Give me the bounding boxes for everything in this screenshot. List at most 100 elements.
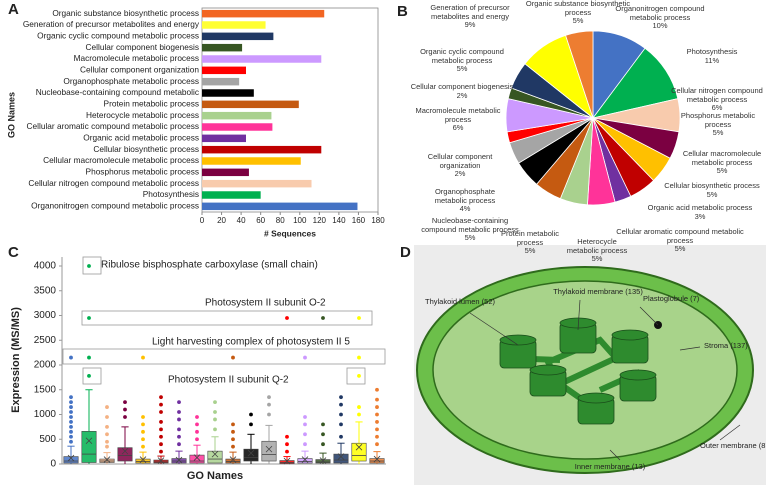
panel-label: A bbox=[8, 1, 19, 18]
bar bbox=[202, 66, 246, 75]
box bbox=[351, 442, 367, 462]
outlier bbox=[69, 355, 73, 360]
mean-marker bbox=[67, 454, 75, 462]
slice-name: Organic acid metabolic process bbox=[647, 203, 753, 212]
granum bbox=[529, 364, 567, 397]
mean-marker bbox=[355, 443, 363, 451]
highlight-frames bbox=[62, 256, 386, 385]
diagram-label: Thylakoid lumen (52) bbox=[425, 297, 496, 306]
slice-label: Nucleobase-containing compound metabolic… bbox=[415, 216, 525, 243]
x-tick-label: 160 bbox=[352, 216, 366, 225]
outlier bbox=[177, 434, 181, 439]
outlier bbox=[303, 422, 307, 427]
slice-value: 5% bbox=[572, 16, 584, 25]
y-axis-title: GO Names bbox=[6, 92, 16, 138]
annotation: Photosystem II subunit Q-2 bbox=[168, 375, 289, 386]
outlier bbox=[231, 422, 235, 427]
y-tick-label: Cellular component biogenesis bbox=[86, 42, 199, 52]
mean-marker bbox=[265, 445, 273, 453]
mean-marker bbox=[85, 437, 93, 445]
slice-value: 5% bbox=[464, 233, 476, 242]
outlier bbox=[321, 316, 325, 320]
slice-label: Cellular aromatic compound metabolic pro… bbox=[615, 227, 745, 254]
y-tick-label: Macromolecule metabolic process bbox=[74, 53, 199, 63]
annotation: Light harvesting complex of photosystem … bbox=[152, 337, 350, 348]
box bbox=[261, 440, 277, 462]
outlier bbox=[195, 429, 199, 434]
outlier bbox=[303, 415, 307, 419]
bar bbox=[202, 168, 249, 177]
outlier bbox=[375, 387, 379, 392]
plot-frame bbox=[201, 7, 379, 213]
outlier bbox=[105, 405, 109, 409]
y-axis-title: Expression (MS/MS) bbox=[10, 307, 22, 413]
mean-marker bbox=[121, 447, 129, 455]
box bbox=[207, 450, 223, 464]
slice-label: Organophosphate metabolic process 4% bbox=[420, 187, 510, 214]
slice-name: Cellular component biogenesis bbox=[410, 82, 514, 91]
leader-line bbox=[679, 346, 701, 351]
highlight-frame bbox=[62, 348, 386, 365]
outlier bbox=[105, 432, 109, 437]
y-tick-label: Heterocycle metabolic process bbox=[86, 110, 199, 120]
outlier bbox=[141, 444, 145, 449]
box bbox=[297, 458, 313, 464]
mean-marker bbox=[247, 449, 255, 457]
y-tick-label: Generation of precursor metabolites and … bbox=[23, 19, 200, 29]
outlier bbox=[213, 417, 217, 422]
bar bbox=[202, 191, 261, 199]
box bbox=[315, 459, 331, 464]
box bbox=[243, 448, 259, 462]
outlier bbox=[375, 427, 379, 432]
box bbox=[189, 454, 205, 464]
bar bbox=[202, 202, 358, 211]
leader-lines bbox=[469, 299, 741, 461]
y-tick-label: Cellular aromatic compound metabolic pro… bbox=[27, 121, 199, 131]
outlier bbox=[213, 400, 217, 405]
bar bbox=[202, 55, 322, 63]
outlier bbox=[357, 405, 361, 409]
outlier bbox=[159, 427, 163, 432]
outlier bbox=[177, 410, 181, 414]
slice-name: Phosphorus metabolic process bbox=[680, 111, 756, 129]
slice-name: Cellular component organization bbox=[427, 152, 493, 170]
thylakoids bbox=[499, 317, 657, 425]
outlier bbox=[69, 395, 73, 400]
bar bbox=[202, 100, 299, 109]
slice-name: Organic cyclic compound metabolic proces… bbox=[420, 47, 504, 65]
x-axis-title: GO Names bbox=[187, 470, 243, 482]
outlier bbox=[159, 442, 163, 447]
outlier bbox=[69, 415, 73, 419]
mean-marker bbox=[337, 453, 345, 460]
x-tick-label: 0 bbox=[200, 216, 205, 225]
outlier bbox=[69, 410, 73, 414]
slice-label: Organic substance biosynthetic process 5% bbox=[523, 0, 633, 26]
bar bbox=[202, 32, 274, 41]
slice-value: 2% bbox=[456, 90, 468, 100]
bar bbox=[202, 145, 322, 154]
outlier bbox=[303, 442, 307, 447]
diagram-label: Stroma (137) bbox=[704, 341, 748, 350]
slice-name: Organophosphate metabolic process bbox=[434, 187, 496, 205]
outlier bbox=[231, 355, 235, 360]
outlier bbox=[69, 405, 73, 409]
leader-line bbox=[639, 306, 659, 326]
outlier bbox=[249, 412, 253, 417]
x-tick-label: 80 bbox=[276, 216, 285, 225]
x-tick-label: 180 bbox=[371, 216, 385, 225]
bar bbox=[202, 77, 240, 86]
box bbox=[117, 447, 133, 462]
x-tick-label: 60 bbox=[256, 216, 265, 225]
slice-label: Organic acid metabolic process 3% bbox=[640, 203, 760, 221]
y-tick-label: Cellular biosynthetic process bbox=[93, 144, 199, 154]
leader-line bbox=[469, 312, 519, 346]
x-tick-label: 40 bbox=[237, 216, 246, 225]
outlier bbox=[375, 442, 379, 447]
outlier bbox=[123, 400, 127, 405]
slice-name: Photosynthesis bbox=[686, 47, 738, 56]
outlier bbox=[339, 412, 343, 417]
outlier bbox=[195, 437, 199, 442]
mean-marker bbox=[319, 457, 327, 464]
y-tick-label: Organic substance biosynthetic process bbox=[52, 8, 199, 18]
outlier bbox=[213, 410, 217, 414]
